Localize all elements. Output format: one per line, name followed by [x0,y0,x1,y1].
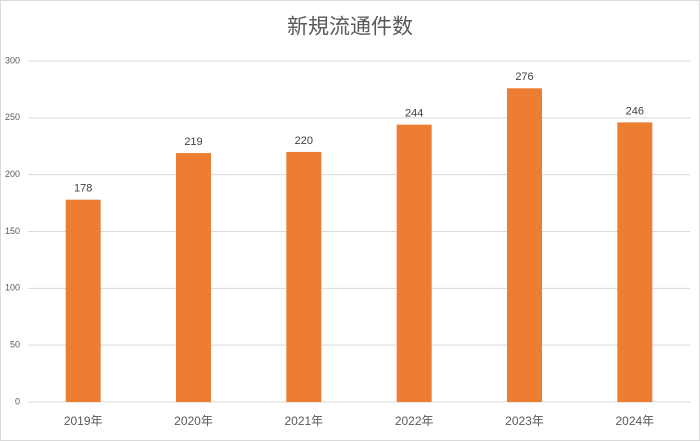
y-tick-label: 0 [15,396,20,406]
bar [286,151,322,402]
x-tick-label: 2023年 [505,414,544,428]
y-tick-label: 50 [10,340,20,350]
bar [176,153,211,402]
bar [617,122,653,402]
data-label: 178 [74,183,92,195]
y-tick-label: 100 [5,283,20,293]
y-tick-label: 200 [5,169,20,179]
x-tick-label: 2019年 [64,414,103,428]
data-label: 244 [405,108,423,120]
y-tick-label: 150 [5,226,20,236]
bar [396,124,432,403]
bar [507,88,542,402]
x-tick-label: 2022年 [395,414,434,428]
bar [65,199,101,402]
x-tick-label: 2021年 [284,414,323,428]
x-tick-label: 2024年 [615,414,654,428]
data-label: 246 [626,105,644,117]
data-label: 276 [515,71,533,83]
x-tick-label: 2020年 [174,414,213,428]
y-tick-label: 250 [5,112,20,122]
chart-title: 新規流通件数 [287,16,413,39]
data-label: 219 [184,136,202,148]
y-tick-label: 300 [5,55,20,65]
data-label: 220 [295,135,313,147]
